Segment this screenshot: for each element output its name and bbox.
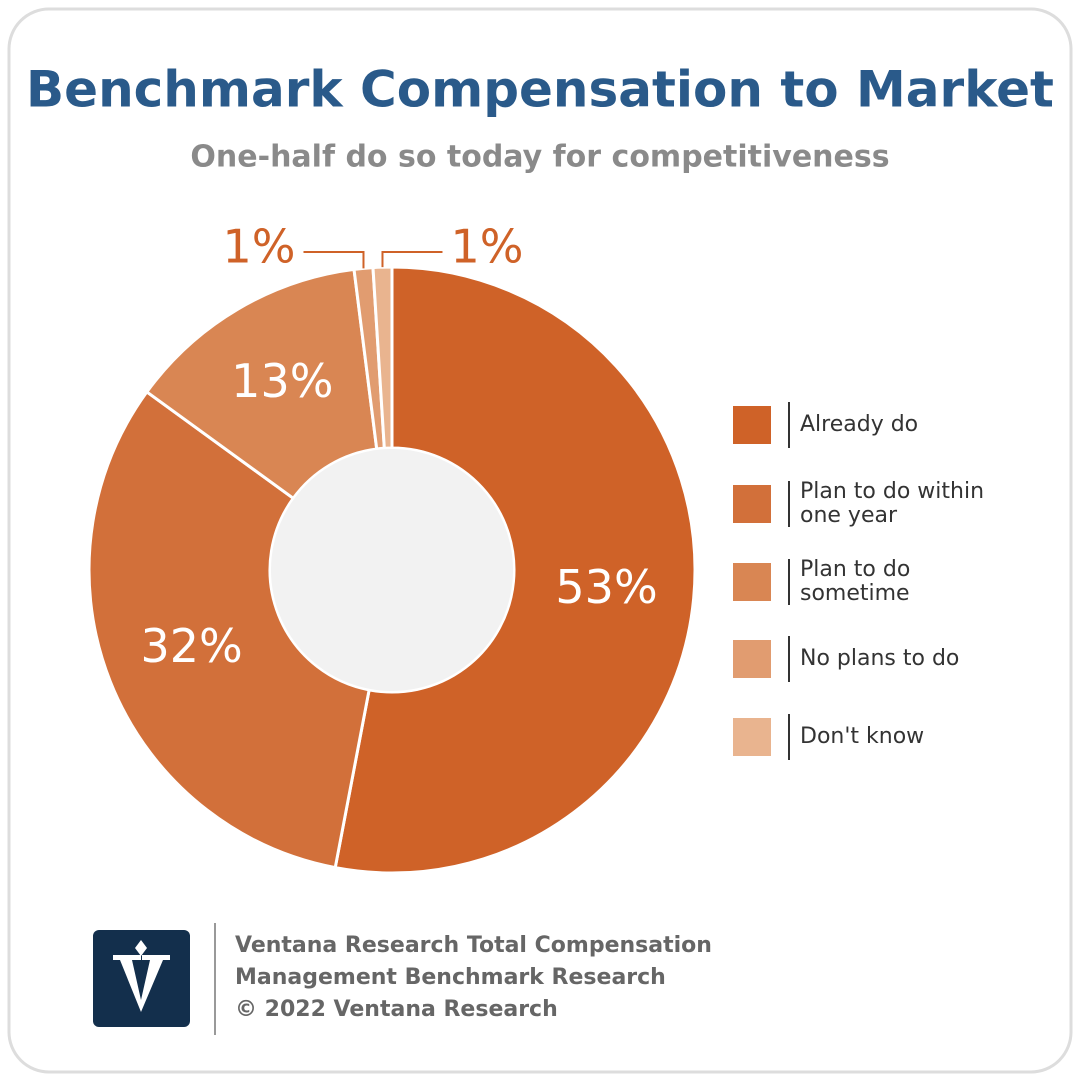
footer-text: © 2022 Ventana Research xyxy=(235,997,558,1022)
data-label: 53% xyxy=(555,560,657,614)
legend-separator xyxy=(788,636,790,682)
legend-swatch xyxy=(733,563,771,601)
chart-subtitle: One-half do so today for competitiveness xyxy=(190,140,889,175)
legend-separator xyxy=(788,714,790,760)
legend-item: Already do xyxy=(733,402,1000,448)
legend-label: Already do xyxy=(800,412,919,437)
legend-label: Don't know xyxy=(800,724,925,749)
data-label: 13% xyxy=(231,354,333,408)
data-label: 1% xyxy=(450,220,523,274)
legend-item: No plans to do xyxy=(733,636,1000,682)
data-label: 1% xyxy=(223,220,296,274)
donut xyxy=(87,265,697,875)
chart-title: Benchmark Compensation to Market xyxy=(26,61,1054,119)
leader-line xyxy=(303,251,365,269)
logo xyxy=(93,930,190,1027)
leader-line xyxy=(381,251,443,268)
legend-separator xyxy=(788,481,790,527)
legend-item: Plan to do sometime xyxy=(733,558,1000,606)
donut-slice xyxy=(87,389,371,870)
footer-text: Management Benchmark Research xyxy=(235,965,666,990)
donut-slice xyxy=(144,267,379,501)
legend-swatch xyxy=(733,718,771,756)
legend-swatch xyxy=(733,640,771,678)
donut-hole xyxy=(271,449,513,691)
data-label: 32% xyxy=(141,619,243,673)
legend-swatch xyxy=(733,485,771,523)
logo-diamond xyxy=(135,940,147,956)
legend-swatch xyxy=(733,406,771,444)
donut-slice xyxy=(333,265,697,875)
legend-label: No plans to do xyxy=(800,646,960,671)
legend-item: Don't know xyxy=(733,714,1000,760)
legend-label: Plan to do within one year xyxy=(800,479,985,528)
legend-label: Plan to do sometime xyxy=(800,557,911,606)
legend-separator xyxy=(788,559,790,605)
legend-item: Plan to do within one year xyxy=(733,480,1000,528)
footer-text: Ventana Research Total Compensation xyxy=(235,933,712,958)
logo-mark xyxy=(113,955,170,1012)
donut-slice xyxy=(371,265,394,450)
legend-separator xyxy=(788,402,790,448)
